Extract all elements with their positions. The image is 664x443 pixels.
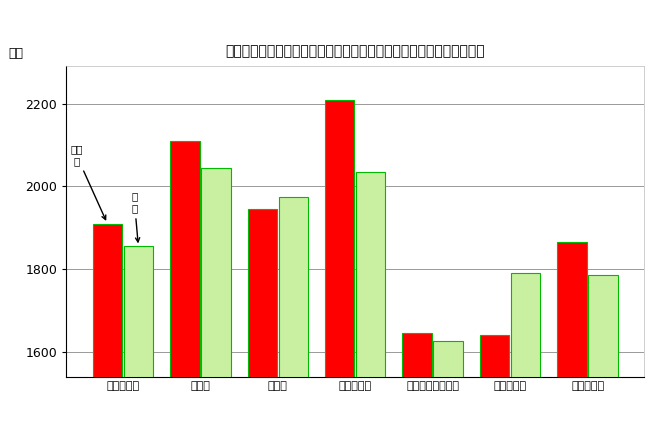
Text: 時間: 時間 — [9, 47, 24, 60]
Bar — [170, 141, 200, 377]
Title: 図１７　総実労働時間（年間）の全国との産業別比較（３０人以上）: 図１７ 総実労働時間（年間）の全国との産業別比較（３０人以上） — [225, 44, 485, 58]
Text: 全
国: 全 国 — [131, 192, 139, 242]
Bar — [557, 242, 587, 377]
Bar — [434, 342, 463, 377]
Bar — [248, 209, 277, 377]
Bar — [201, 168, 230, 377]
Bar — [588, 275, 618, 377]
Bar — [279, 197, 308, 377]
Bar — [325, 100, 355, 377]
Text: 鳥取
県: 鳥取 県 — [70, 144, 106, 220]
Bar — [93, 224, 122, 377]
Bar — [124, 246, 153, 377]
Bar — [402, 333, 432, 377]
Bar — [511, 273, 540, 377]
Bar — [480, 335, 509, 377]
Bar — [356, 172, 385, 377]
